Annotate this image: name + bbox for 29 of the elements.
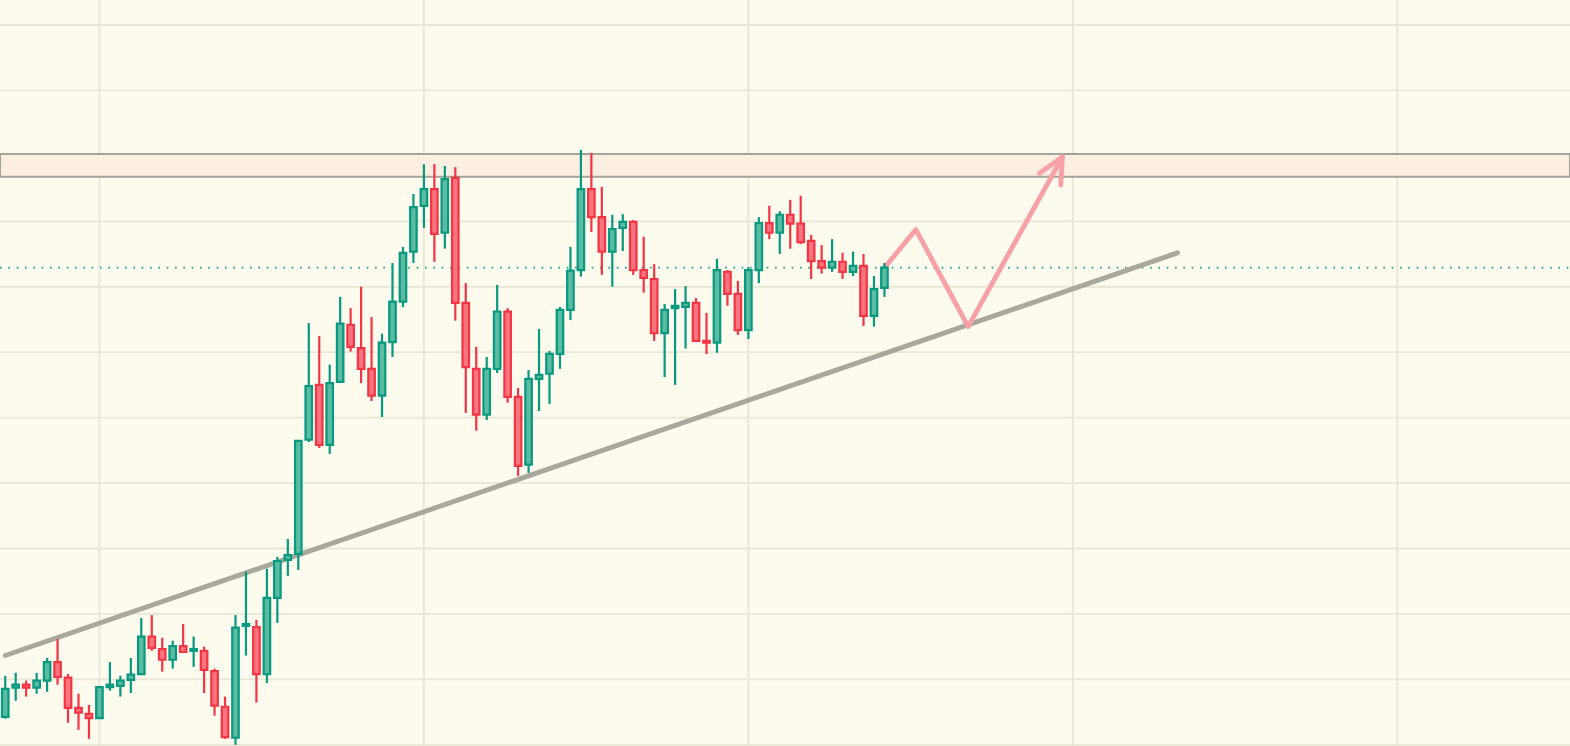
- candlestick: [848, 250, 858, 278]
- candlestick: [241, 570, 251, 657]
- candlestick: [84, 703, 94, 740]
- candlestick: [53, 637, 62, 686]
- candlestick: [702, 311, 711, 356]
- candlestick: [827, 238, 837, 273]
- candlestick: [168, 639, 178, 670]
- candlestick: [42, 656, 52, 693]
- candlestick: [346, 307, 355, 353]
- candlestick: [32, 671, 41, 695]
- candlestick: [660, 302, 669, 379]
- candlestick: [670, 288, 680, 387]
- candlestick: [838, 251, 847, 281]
- candlestick: [419, 163, 429, 229]
- candlestick: [545, 349, 554, 406]
- candlestick: [189, 635, 198, 668]
- candlestick: [534, 327, 544, 413]
- candlestick: [105, 661, 115, 692]
- candlestick: [880, 261, 889, 298]
- candlestick: [199, 645, 209, 695]
- candlestick: [147, 614, 157, 652]
- candlestick: [723, 268, 732, 307]
- candlestick: [775, 210, 785, 256]
- candlestick: [157, 636, 167, 673]
- candlestick: [764, 204, 774, 241]
- candlestick: [178, 622, 188, 654]
- candlestick: [681, 285, 690, 350]
- candlestick: [356, 285, 366, 385]
- candlestick: [74, 692, 83, 732]
